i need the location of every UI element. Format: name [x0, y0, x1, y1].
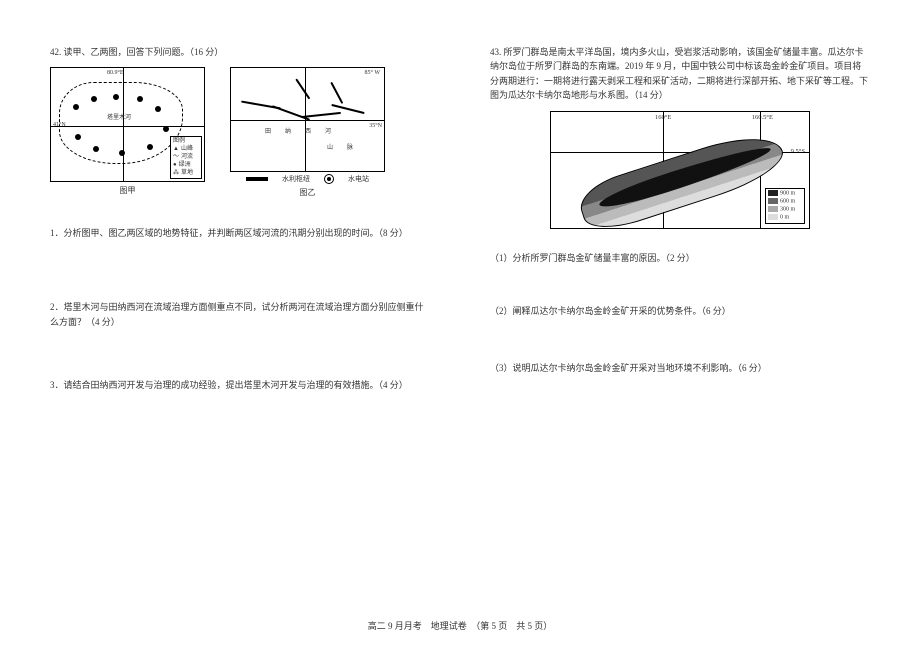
q43-sub2: （2）阐释瓜达尔卡纳尔岛金岭金矿开采的优势条件。（6 分） — [490, 304, 870, 319]
grass-icon: ⁂ — [173, 170, 179, 178]
hub-line-icon — [246, 177, 268, 181]
legend-text: 河流 — [181, 154, 193, 162]
map-a: 80.9°E 41°N 塔里木河 — [50, 67, 205, 182]
figure-b-box: 85° W 35°N 田 纳 西 河 山 脉 水利枢纽 — [230, 67, 385, 198]
legend-text: 水利枢纽 — [282, 174, 310, 184]
q42-sub3: 3．请结合田纳西河开发与治理的成功经验，提出塔里木河开发与治理的有效措施。（4 … — [50, 378, 430, 393]
oasis-icon: ● — [173, 162, 177, 170]
map-b-legend: 水利枢纽 水电站 — [246, 174, 369, 184]
mountain-icon: ▲ — [173, 146, 179, 154]
river-line-icon — [296, 79, 311, 100]
legend-text: 0 m — [780, 214, 789, 220]
page-footer: 高二 9 月月考 地理试卷 （第 5 页 共 5 页） — [0, 619, 920, 632]
q42-sub2: 2．塔里木河与田纳西河在流域治理方面侧重点不同，试分析两河在流域治理方面分别应侧… — [50, 300, 430, 331]
q43-figure-wrap: 160°E 160.5°E 9.5°S 900 m 600 m 300 m 0 … — [490, 111, 870, 229]
swatch-icon — [768, 206, 778, 212]
two-column-layout: 42. 读甲、乙两图，回答下列问题。（16 分） 80.9°E 41°N 塔里木… — [50, 45, 870, 394]
legend-row: 〜河流 — [173, 154, 199, 162]
swatch-icon — [768, 214, 778, 220]
figure-b-caption: 图乙 — [300, 187, 316, 198]
legend-text: 草地 — [181, 170, 193, 178]
legend-row: ●绿洲 — [173, 162, 199, 170]
q43-paragraph: 43. 所罗门群岛是南太平洋岛国，境内多火山，受岩浆活动影响，该国金矿储量丰富。… — [490, 45, 870, 103]
legend-row: 600 m — [768, 198, 802, 206]
legend-text: 900 m — [780, 190, 795, 196]
hydropower-icon — [324, 174, 334, 184]
river-icon: 〜 — [173, 154, 179, 162]
map-a-lon-label: 80.9°E — [107, 70, 124, 76]
legend-text: 绿洲 — [179, 162, 191, 170]
q43-sub1: （1）分析所罗门群岛金矿储量丰富的原因。（2 分） — [490, 251, 870, 266]
river-line-icon — [331, 82, 344, 104]
map-b-lat-label: 35°N — [369, 123, 382, 129]
figure-a-box: 80.9°E 41°N 塔里木河 — [50, 67, 205, 198]
legend-text: 600 m — [780, 198, 795, 204]
map-b-parallel — [231, 120, 384, 121]
q42-header: 42. 读甲、乙两图，回答下列问题。（16 分） — [50, 45, 430, 59]
map-a-legend: 图例 ▲山峰 〜河流 ●绿洲 ⁂草地 — [170, 136, 202, 179]
swatch-icon — [768, 190, 778, 196]
map-b-lon-label: 85° W — [365, 70, 380, 76]
legend-text: 水电站 — [348, 174, 369, 184]
q43-map: 160°E 160.5°E 9.5°S 900 m 600 m 300 m 0 … — [550, 111, 810, 229]
legend-row: ▲山峰 — [173, 146, 199, 154]
legend-text: 山峰 — [181, 146, 193, 154]
legend-row: 0 m — [768, 214, 802, 222]
q42-sub1: 1．分析图甲、图乙两区域的地势特征，并判断两区域河流的汛期分别出现的时间。（8 … — [50, 226, 430, 241]
map-b-river-name: 田 纳 西 河 — [265, 126, 335, 135]
swatch-icon — [768, 198, 778, 204]
legend-row: 900 m — [768, 190, 802, 198]
legend-row: ⁂草地 — [173, 170, 199, 178]
map-b-mountain-name: 山 脉 — [327, 142, 357, 151]
map-b: 85° W 35°N 田 纳 西 河 山 脉 — [230, 67, 385, 172]
elevation-legend: 900 m 600 m 300 m 0 m — [765, 188, 805, 224]
legend-text: 300 m — [780, 206, 795, 212]
right-column: 43. 所罗门群岛是南太平洋岛国，境内多火山，受岩浆活动影响，该国金矿储量丰富。… — [490, 45, 870, 394]
map-a-river-name: 塔里木河 — [107, 112, 131, 121]
q43-sub3: （3）说明瓜达尔卡纳尔岛金岭金矿开采对当地环境不利影响。（6 分） — [490, 361, 870, 376]
left-column: 42. 读甲、乙两图，回答下列问题。（16 分） 80.9°E 41°N 塔里木… — [50, 45, 430, 394]
legend-row: 300 m — [768, 206, 802, 214]
map-lon2-label: 160.5°E — [752, 114, 773, 121]
figure-a-caption: 图甲 — [120, 185, 136, 196]
figure-row: 80.9°E 41°N 塔里木河 — [50, 67, 430, 198]
